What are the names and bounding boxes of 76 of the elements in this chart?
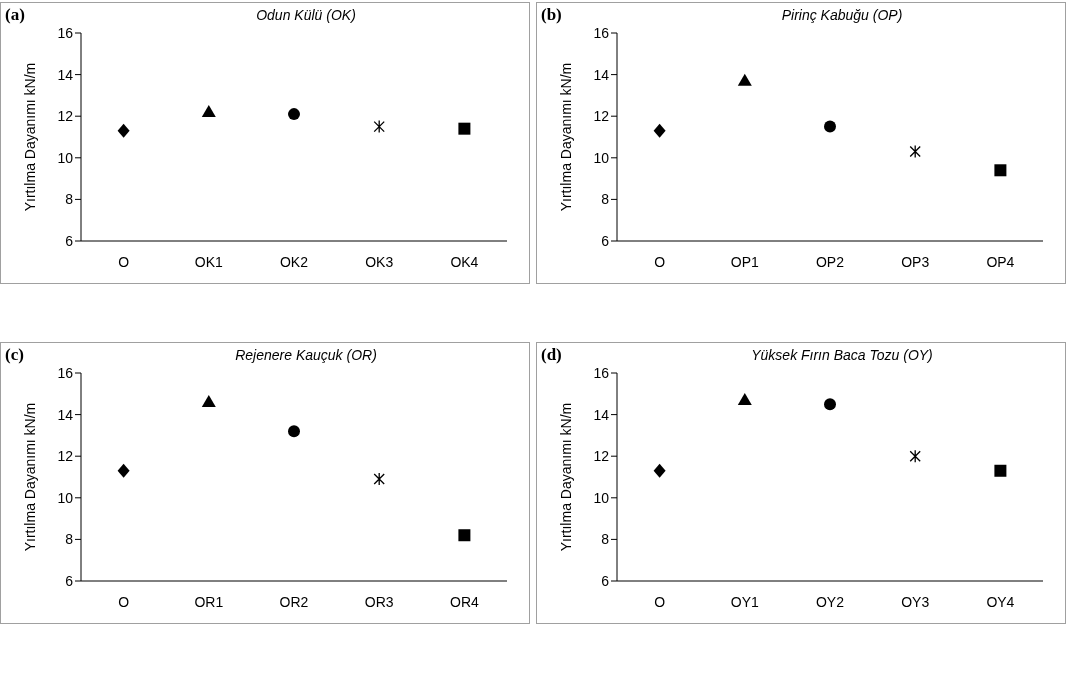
x-tick-label: OK2 [279, 253, 309, 270]
point [737, 73, 752, 86]
point [909, 449, 921, 463]
y-axis-title: Yırtılma Dayanımı kN/m [21, 402, 38, 551]
text: (c) [5, 344, 24, 365]
point [201, 394, 216, 407]
x-tick-label: OR1 [194, 593, 224, 610]
y-tick-label: 6 [65, 572, 74, 589]
y-tick-label: 16 [57, 364, 74, 381]
point [288, 108, 300, 121]
point [824, 397, 836, 410]
point [994, 464, 1007, 477]
x-tick-label: O [654, 253, 666, 270]
x-tick-label: OK3 [365, 253, 394, 270]
x-tick-label: OP4 [986, 253, 1015, 270]
x-tick-label: OR4 [450, 593, 479, 610]
point [117, 463, 130, 478]
point [201, 105, 216, 118]
y-tick-label: 8 [65, 191, 74, 208]
point [994, 164, 1007, 177]
point [653, 463, 666, 478]
chart-title: Yüksek Fırın Baca Tozu (OY) [750, 346, 934, 363]
y-tick-label: 10 [57, 149, 74, 166]
x-tick-label: OK1 [194, 253, 224, 270]
y-axis-title: Yırtılma Dayanımı kN/m [557, 402, 574, 551]
chart-title: Odun Külü (OK) [255, 7, 357, 23]
point [117, 123, 130, 138]
y-tick-label: 14 [593, 406, 610, 423]
point [458, 122, 471, 135]
y-tick-label: 12 [593, 447, 610, 464]
point [737, 392, 752, 405]
y-tick-label: 12 [593, 108, 610, 125]
y-tick-label: 8 [601, 530, 610, 547]
x-tick-label: OK4 [450, 253, 479, 270]
x-tick-label: OY1 [730, 593, 760, 610]
y-tick-label: 14 [593, 66, 610, 83]
x-tick-label: OP3 [901, 253, 930, 270]
x-tick-label: OR2 [279, 593, 309, 610]
chart-title: Rejenere Kauçuk (OR) [234, 346, 378, 363]
y-axis-title: Yırtılma Dayanımı kN/m [21, 62, 38, 212]
x-tick-label: O [118, 593, 130, 610]
y-tick-label: 14 [57, 406, 74, 423]
point [458, 528, 471, 541]
y-axis-title: Yırtılma Dayanımı kN/m [557, 62, 574, 212]
x-tick-label: OY4 [986, 593, 1015, 610]
y-tick-label: 10 [593, 489, 610, 506]
y-tick-label: 10 [593, 149, 610, 166]
y-tick-label: 6 [65, 232, 74, 249]
chart-title: Pirinç Kabuğu (OP) [780, 7, 904, 23]
point [373, 119, 385, 134]
y-tick-label: 12 [57, 447, 74, 464]
point [909, 144, 921, 159]
y-tick-label: 16 [593, 364, 610, 381]
y-tick-label: 8 [601, 191, 610, 208]
x-tick-label: OP1 [730, 253, 760, 270]
x-tick-label: OY2 [815, 593, 845, 610]
y-tick-label: 14 [57, 66, 74, 83]
x-tick-label: OY3 [901, 593, 930, 610]
x-tick-label: O [118, 253, 130, 270]
y-tick-label: 16 [593, 24, 610, 41]
y-tick-label: 6 [601, 232, 610, 249]
point [288, 424, 300, 437]
text: (b) [541, 5, 562, 25]
x-tick-label: O [654, 593, 666, 610]
y-tick-label: 6 [601, 572, 610, 589]
x-tick-label: OR3 [364, 593, 394, 610]
point [824, 120, 836, 133]
x-tick-label: OP2 [815, 253, 845, 270]
y-tick-label: 16 [57, 24, 74, 41]
text: (d) [541, 344, 562, 365]
text: (a) [5, 5, 25, 25]
y-tick-label: 10 [57, 489, 74, 506]
point [653, 123, 666, 138]
y-tick-label: 12 [57, 108, 74, 125]
y-tick-label: 8 [65, 530, 74, 547]
point [373, 471, 385, 486]
